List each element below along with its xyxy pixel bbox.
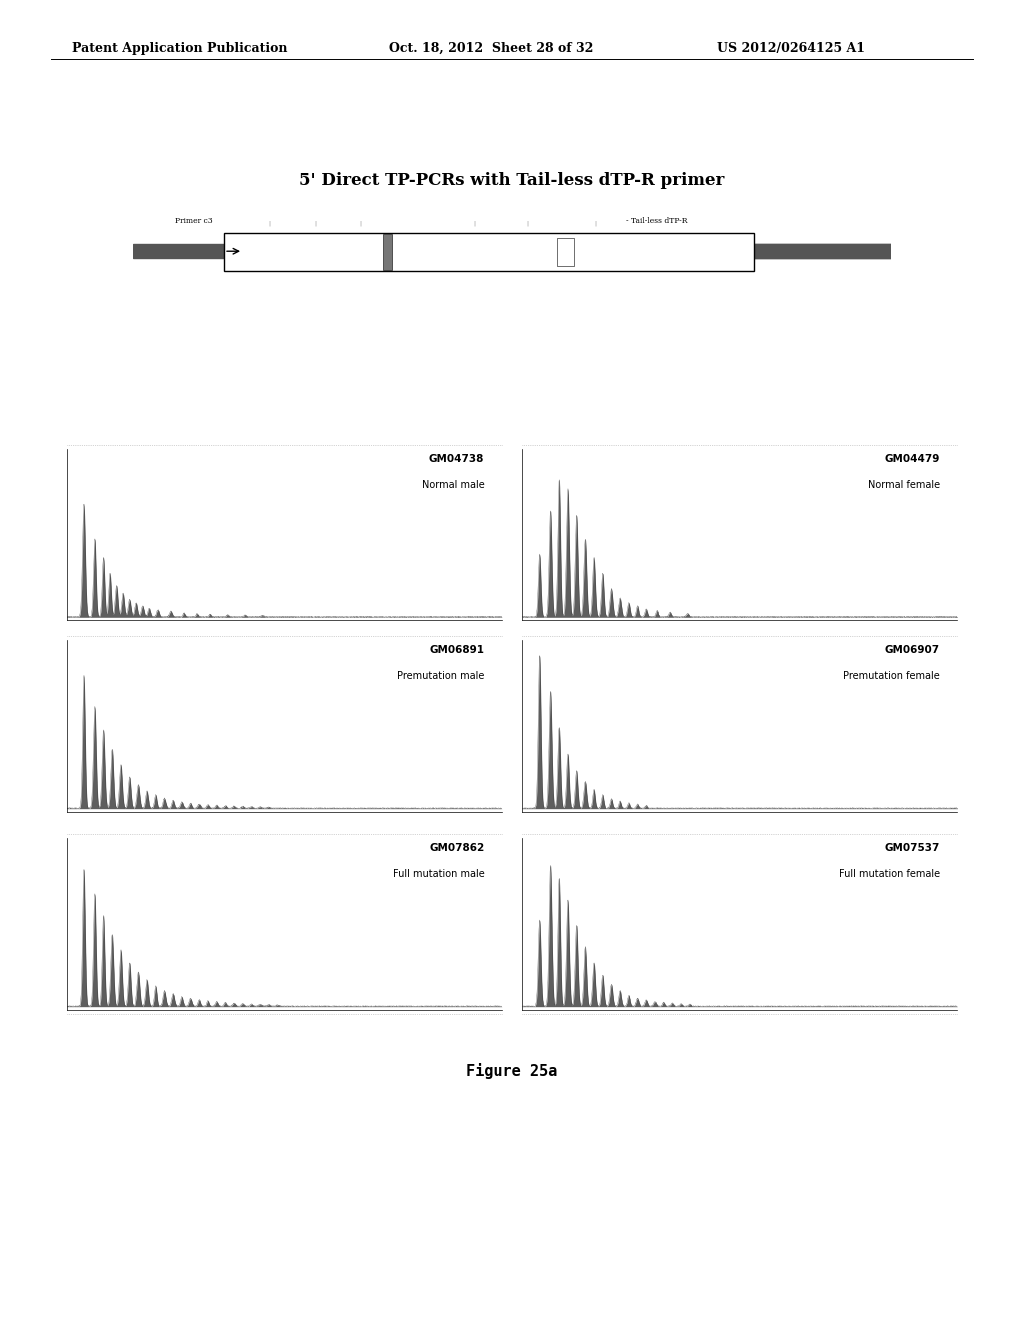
Text: |: | xyxy=(268,220,270,226)
Text: Full mutation female: Full mutation female xyxy=(839,869,940,879)
Text: |: | xyxy=(473,220,475,226)
Bar xyxy=(383,234,392,269)
Text: Premutation male: Premutation male xyxy=(397,671,484,681)
Text: - Tail-less dTP-R: - Tail-less dTP-R xyxy=(626,216,687,224)
Text: Primer c3: Primer c3 xyxy=(175,216,213,224)
Text: GM07862: GM07862 xyxy=(429,843,484,853)
Text: Premutation female: Premutation female xyxy=(844,671,940,681)
Text: GM06891: GM06891 xyxy=(429,645,484,655)
Text: |: | xyxy=(359,220,361,226)
Text: GM07537: GM07537 xyxy=(885,843,940,853)
Text: Full mutation male: Full mutation male xyxy=(392,869,484,879)
Text: 5' Direct TP-PCRs with Tail-less dTP-R primer: 5' Direct TP-PCRs with Tail-less dTP-R p… xyxy=(299,172,725,189)
Text: US 2012/0264125 A1: US 2012/0264125 A1 xyxy=(717,42,865,55)
Bar xyxy=(224,232,755,271)
Text: |: | xyxy=(594,220,596,226)
Text: GM04738: GM04738 xyxy=(429,454,484,463)
Bar xyxy=(755,244,891,259)
Text: GM04479: GM04479 xyxy=(885,454,940,463)
Text: Patent Application Publication: Patent Application Publication xyxy=(72,42,287,55)
Text: Normal male: Normal male xyxy=(422,479,484,490)
Bar xyxy=(557,238,574,265)
Text: |: | xyxy=(314,220,316,226)
Text: |: | xyxy=(526,220,528,226)
Bar xyxy=(133,244,891,259)
Text: Figure 25a: Figure 25a xyxy=(466,1063,558,1078)
Text: GM06907: GM06907 xyxy=(885,645,940,655)
Text: Oct. 18, 2012  Sheet 28 of 32: Oct. 18, 2012 Sheet 28 of 32 xyxy=(389,42,594,55)
Text: Normal female: Normal female xyxy=(868,479,940,490)
